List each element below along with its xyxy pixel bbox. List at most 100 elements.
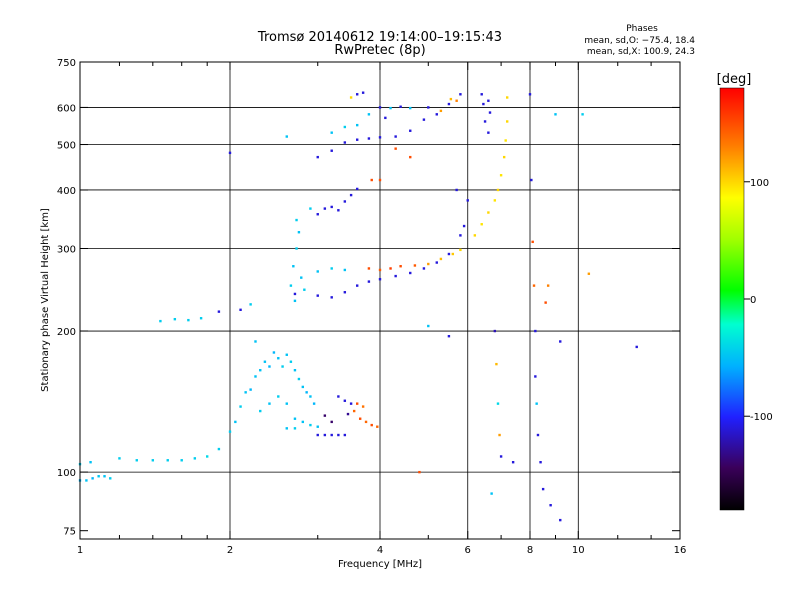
data-point-0-23 — [263, 360, 267, 363]
data-point-0-148 — [480, 223, 483, 226]
data-point-0-50 — [330, 433, 333, 437]
data-point-0-97 — [289, 284, 293, 287]
data-point-0-154 — [504, 139, 507, 142]
data-point-0-15 — [217, 447, 221, 451]
data-point-0-163 — [511, 461, 515, 464]
data-point-0-152 — [499, 174, 503, 177]
data-point-0-35 — [312, 402, 316, 405]
data-point-0-118 — [355, 138, 359, 141]
data-point-0-28 — [285, 353, 288, 356]
data-point-0-130 — [349, 96, 353, 99]
data-point-0-17 — [234, 420, 237, 424]
data-point-0-113 — [378, 178, 382, 182]
data-point-0-114 — [309, 207, 312, 210]
data-point-0-60 — [370, 423, 373, 427]
data-point-0-14 — [205, 455, 209, 458]
data-point-0-90 — [439, 257, 443, 261]
data-point-0-69 — [239, 308, 242, 312]
chart-subtitle: RwPretec (8p) — [334, 43, 425, 58]
colorbar-ticks: 100 0 -100 — [744, 178, 773, 423]
y-tick-label-2: 200 — [57, 327, 76, 338]
y-axis-label: Stationary phase Virtual Height [km] — [40, 208, 51, 392]
data-point-0-122 — [409, 129, 412, 132]
data-point-0-179 — [559, 340, 562, 343]
data-point-0-108 — [337, 209, 340, 212]
data-point-0-137 — [427, 106, 430, 109]
data-point-0-77 — [394, 274, 397, 278]
data-point-0-9 — [135, 459, 138, 462]
legend-line-x: mean, sd,X: 100.9, 24.3 — [587, 47, 695, 57]
data-point-0-105 — [316, 213, 319, 216]
data-point-0-48 — [316, 433, 319, 437]
data-point-0-49 — [323, 433, 327, 437]
y-tick-label-7: 750 — [57, 58, 76, 69]
data-point-0-104 — [293, 299, 297, 303]
x-tick-label-1: 2 — [227, 545, 233, 556]
data-point-0-172 — [539, 461, 542, 464]
data-point-0-103 — [303, 288, 306, 291]
data-point-0-115 — [316, 155, 319, 159]
data-point-0-65 — [173, 317, 177, 321]
data-point-0-55 — [337, 395, 340, 398]
y-tick-label-3: 300 — [57, 245, 76, 256]
data-point-0-89 — [427, 262, 430, 266]
data-point-0-74 — [355, 284, 359, 287]
data-point-0-192 — [228, 151, 232, 155]
data-point-0-153 — [502, 155, 506, 159]
data-point-0-116 — [330, 149, 333, 152]
data-point-0-135 — [399, 105, 402, 108]
data-point-0-185 — [427, 324, 430, 328]
data-point-0-147 — [473, 234, 477, 237]
data-point-0-54 — [349, 402, 353, 405]
data-point-0-194 — [285, 135, 288, 138]
data-point-0-38 — [277, 395, 280, 398]
colorbar — [719, 87, 745, 511]
data-point-0-101 — [295, 218, 298, 222]
data-point-0-85 — [378, 268, 382, 272]
data-point-0-73 — [343, 291, 347, 294]
data-point-0-26 — [277, 357, 280, 360]
data-point-0-66 — [187, 318, 190, 322]
data-point-0-100 — [297, 231, 301, 234]
data-point-0-98 — [292, 265, 295, 268]
x-tick-label-2: 4 — [377, 545, 383, 556]
data-point-0-63 — [355, 402, 359, 405]
data-point-0-18 — [239, 405, 242, 408]
data-point-0-4 — [103, 475, 106, 478]
data-point-0-24 — [268, 365, 271, 368]
data-point-0-139 — [449, 97, 453, 101]
data-point-0-125 — [447, 102, 451, 106]
data-point-0-145 — [487, 99, 490, 102]
data-point-0-39 — [285, 402, 288, 405]
data-point-0-16 — [228, 430, 232, 433]
legend-title: Phases — [626, 24, 658, 34]
data-point-0-177 — [546, 284, 550, 287]
data-point-0-75 — [367, 280, 371, 283]
data-point-0-190 — [367, 113, 371, 116]
data-point-0-178 — [554, 113, 557, 116]
data-point-0-94 — [330, 267, 333, 270]
data-point-0-10 — [151, 459, 155, 462]
data-point-0-167 — [532, 284, 536, 287]
data-point-0-58 — [358, 417, 362, 420]
data-point-0-141 — [480, 93, 483, 96]
data-point-0-144 — [487, 131, 490, 134]
data-point-0-88 — [413, 264, 417, 267]
data-point-0-180 — [581, 113, 584, 116]
data-point-0-176 — [544, 301, 547, 304]
data-point-0-193 — [254, 340, 257, 343]
x-tick-label-6: 16 — [674, 545, 687, 556]
colorbar-tick-label-0: 100 — [750, 178, 769, 189]
data-point-0-191 — [384, 116, 387, 120]
y-tick-label-6: 600 — [57, 103, 76, 114]
data-point-0-132 — [361, 91, 365, 94]
colorbar-tick-label-2: -100 — [750, 412, 773, 423]
data-point-0-45 — [293, 427, 297, 430]
data-point-0-134 — [389, 106, 392, 110]
data-point-0-80 — [435, 261, 438, 264]
data-point-0-61 — [376, 425, 379, 428]
data-point-0-1 — [85, 479, 88, 482]
y-tick-label-5: 500 — [57, 141, 76, 152]
x-tick-label-3: 6 — [465, 545, 471, 556]
data-point-0-162 — [490, 492, 493, 495]
